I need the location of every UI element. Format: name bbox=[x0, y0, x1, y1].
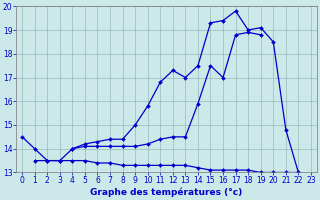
X-axis label: Graphe des températures (°c): Graphe des températures (°c) bbox=[91, 188, 243, 197]
